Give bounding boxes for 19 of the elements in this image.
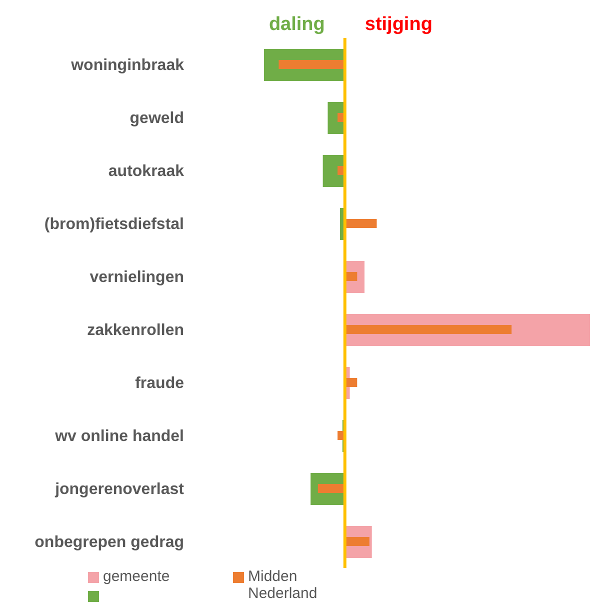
y-tick-label: fraude [135, 375, 184, 392]
y-tick-label: geweld [130, 110, 184, 128]
bar [344, 325, 512, 334]
y-tick-label: wv online handel [54, 428, 184, 446]
y-tick-label: onbegrepen gedrag [34, 534, 184, 552]
y-tick-label: vernielingen [90, 269, 184, 286]
y-tick-label: autokraak [108, 163, 184, 180]
y-tick-label: (brom)fietsdiefstal [44, 216, 184, 234]
y-tick-label: jongerenoverlast [54, 481, 185, 498]
bar [318, 484, 345, 493]
bar [344, 537, 370, 546]
legend-label: gemeente [103, 568, 171, 587]
legend-label: Midden Nederland [248, 568, 318, 602]
bar [278, 60, 345, 69]
text: stijging [364, 14, 432, 36]
text: daling [268, 14, 325, 36]
y-tick-label: zakkenrollen [87, 322, 184, 340]
y-tick-label: woninginbraak [70, 57, 184, 74]
bar [344, 219, 377, 228]
